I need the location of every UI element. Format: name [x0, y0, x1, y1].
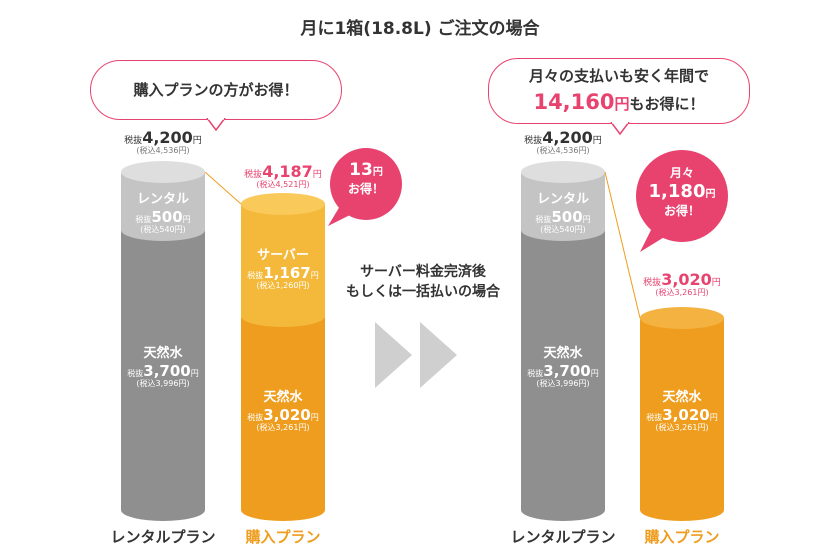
right-bubble-tail — [610, 122, 630, 136]
seg-name: 天然水 — [543, 346, 583, 361]
left-purchase-seg-water: 天然水 税抜3,020円 (税込3,261円) — [241, 386, 325, 433]
seg-name: レンタル — [136, 192, 189, 207]
seg-taxincl: (税込3,261円) — [655, 423, 709, 432]
right-purchase-cylinder — [640, 307, 724, 521]
seg-taxincl: (税込3,261円) — [256, 423, 310, 432]
seg-name: レンタル — [536, 192, 589, 207]
tax-label: 税抜 — [127, 369, 144, 378]
left-rental-seg-rental: レンタル 税抜500円 (税込540円) — [121, 188, 205, 235]
page-title: 月に1箱(18.8L) ご注文の場合 — [300, 19, 540, 39]
unit: 円 — [182, 215, 191, 224]
unit: 円 — [711, 278, 721, 288]
unit: 円 — [310, 271, 319, 280]
unit: 円 — [192, 136, 202, 146]
right-connector-line — [604, 171, 641, 319]
right-bubble-suffix: もお得に！ — [629, 95, 705, 113]
left-purchase-total-price: 4,187 — [262, 162, 313, 181]
tax-label: 税抜 — [524, 136, 543, 146]
left-purchase-caption: 購入プラン — [245, 528, 321, 546]
seg-name: 天然水 — [143, 346, 183, 361]
middle-note-line2: もしくは一括払いの場合 — [346, 284, 500, 300]
right-badge — [636, 150, 728, 252]
seg-taxincl: (税込540円) — [540, 225, 586, 234]
seg-name: サーバー — [257, 248, 309, 263]
badge-text: お得！ — [663, 204, 700, 218]
unit: 円 — [592, 136, 602, 146]
left-rental-total-taxincl: (税込4,536円) — [136, 146, 190, 155]
seg-price: 3,700 — [543, 362, 591, 380]
seg-taxincl: (税込1,260円) — [256, 281, 310, 290]
right-rental-seg-water: 天然水 税抜3,700円 (税込3,996円) — [521, 342, 605, 389]
right-rental-total: 税抜4,200円 (税込4,536円) — [510, 128, 616, 156]
unit: 円 — [582, 215, 591, 224]
left-purchase-total-taxincl: (税込4,521円) — [256, 180, 310, 189]
right-bubble-line1: 月々の支払いも安く年間で — [528, 67, 709, 85]
left-bubble-text: 購入プランの方がお得！ — [133, 81, 299, 99]
seg-price: 3,020 — [662, 406, 710, 424]
left-purchase-cylinder — [241, 193, 325, 521]
right-rental-caption: レンタルプラン — [510, 528, 616, 546]
left-bubble-tail — [206, 118, 226, 132]
arrow-icon — [375, 322, 457, 388]
seg-name: 天然水 — [263, 390, 303, 405]
badge-unit: 円 — [372, 167, 383, 178]
right-rental-seg-rental: レンタル 税抜500円 (税込540円) — [521, 188, 605, 235]
seg-price: 500 — [551, 208, 583, 226]
tax-label: 税抜 — [535, 215, 552, 224]
seg-price: 500 — [151, 208, 183, 226]
tax-label: 税抜 — [247, 271, 264, 280]
unit: 円 — [310, 413, 319, 422]
left-badge — [328, 148, 402, 226]
middle-note-line1: サーバー料金完済後 — [360, 264, 486, 280]
left-connector-line — [204, 171, 242, 205]
right-purchase-caption: 購入プラン — [644, 528, 720, 546]
left-rental-cylinder — [121, 161, 205, 521]
tax-label: 税抜 — [643, 278, 662, 288]
middle-note: サーバー料金完済後 もしくは一括払いの場合 — [338, 262, 508, 302]
seg-price: 1,167 — [263, 264, 311, 282]
right-rental-total-price: 4,200 — [542, 128, 593, 147]
left-rental-caption: レンタルプラン — [110, 528, 216, 546]
left-badge-text: 13円 お得！ — [330, 160, 402, 197]
unit: 円 — [709, 413, 718, 422]
badge-amount: 1,180 — [648, 181, 706, 202]
badge-prefix: 月々 — [669, 166, 694, 180]
badge-text: お得！ — [347, 182, 384, 196]
right-purchase-seg-water: 天然水 税抜3,020円 (税込3,261円) — [640, 386, 724, 433]
tax-label: 税抜 — [527, 369, 544, 378]
unit: 円 — [312, 170, 322, 180]
tax-label: 税抜 — [247, 413, 264, 422]
unit: 円 — [590, 369, 599, 378]
left-purchase-seg-server: サーバー 税抜1,167円 (税込1,260円) — [241, 244, 325, 291]
badge-unit: 円 — [705, 189, 716, 200]
left-rental-seg-water: 天然水 税抜3,700円 (税込3,996円) — [121, 342, 205, 389]
tax-label: 税抜 — [244, 170, 263, 180]
badge-amount: 13 — [349, 160, 373, 180]
right-purchase-total: 税抜3,020円 (税込3,261円) — [629, 270, 735, 298]
right-bubble-unit: 円 — [614, 95, 630, 113]
left-rental-total: 税抜4,200円 (税込4,536円) — [110, 128, 216, 156]
seg-taxincl: (税込540円) — [140, 225, 186, 234]
seg-taxincl: (税込3,996円) — [136, 379, 190, 388]
right-rental-total-taxincl: (税込4,536円) — [536, 146, 590, 155]
unit: 円 — [190, 369, 199, 378]
right-badge-text: 月々 1,180円 お得！ — [636, 164, 728, 219]
seg-price: 3,700 — [143, 362, 191, 380]
seg-name: 天然水 — [662, 390, 702, 405]
right-purchase-total-taxincl: (税込3,261円) — [655, 288, 709, 297]
left-rental-total-price: 4,200 — [142, 128, 193, 147]
seg-taxincl: (税込3,996円) — [536, 379, 590, 388]
seg-price: 3,020 — [263, 406, 311, 424]
tax-label: 税抜 — [646, 413, 663, 422]
right-rental-cylinder — [521, 161, 605, 521]
right-purchase-total-price: 3,020 — [661, 270, 712, 289]
tax-label: 税抜 — [135, 215, 152, 224]
right-bubble-amount: 14,160 — [533, 90, 615, 114]
left-purchase-total: 税抜4,187円 (税込4,521円) — [230, 162, 336, 190]
tax-label: 税抜 — [124, 136, 143, 146]
